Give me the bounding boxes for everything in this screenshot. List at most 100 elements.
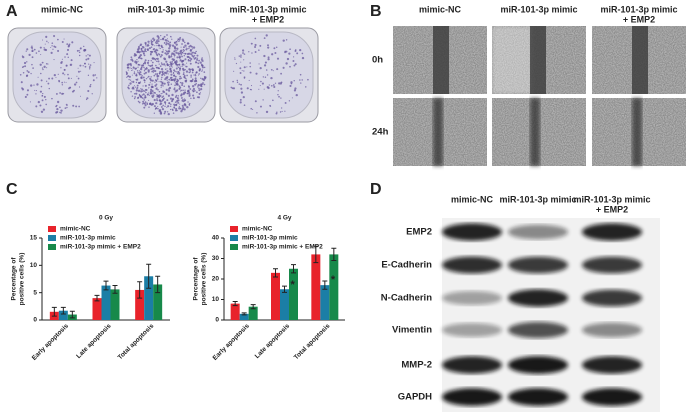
colony [65,81,67,83]
colony [91,93,93,95]
colony [197,65,200,69]
error-bar [103,280,109,291]
colony [183,50,185,52]
colony [167,52,170,55]
colony [43,65,46,68]
colony [144,50,147,53]
colony [280,81,283,84]
colony [92,79,95,82]
blot-band [582,256,642,274]
colony [88,54,91,57]
colony [243,53,246,55]
colony [144,84,147,87]
colony [162,85,164,87]
colony [191,78,194,81]
colony [133,97,136,100]
legend-swatch [48,244,56,250]
colony [198,59,200,62]
colony [87,89,90,93]
colony [168,78,171,81]
colony [76,75,78,77]
blot-band [442,290,502,306]
colony [162,49,164,51]
colony [181,96,183,99]
blot-band [508,224,568,240]
colony [263,88,265,90]
colony [175,82,179,85]
colony [267,58,270,61]
bar [101,285,111,320]
colony [171,108,173,111]
colony [160,35,162,37]
colony [145,45,147,47]
colony [151,96,154,98]
colony [147,40,150,43]
colony [127,66,130,69]
colony [30,72,32,75]
colony [189,59,192,62]
colony [267,56,270,59]
colony [163,82,166,85]
colony [88,63,90,65]
colony [170,44,172,46]
column-label: mimic-NC [451,194,494,204]
colony [173,74,176,77]
colony [148,83,151,86]
colony [161,82,164,85]
colony [150,46,153,48]
colony [65,103,68,106]
colony [40,54,42,56]
bar [230,303,240,320]
colony [131,67,133,70]
colony [276,68,279,71]
colony [158,44,160,47]
colony [249,62,251,64]
colony [176,72,179,75]
colony [198,73,201,75]
row-label: N-Cadherin [381,293,432,304]
chart-title: 4 Gy [277,215,291,222]
colony [174,49,176,51]
colony [19,74,22,76]
error-bar [273,268,278,278]
colony [186,62,188,64]
colony [162,47,164,49]
colony [47,63,49,65]
colony [58,79,60,82]
colony [159,48,161,50]
colony [178,77,181,80]
wound-gap [632,98,642,166]
colony [193,74,195,76]
colony [78,105,80,108]
colony [176,102,178,104]
colony [52,48,54,50]
colony [162,81,164,83]
y-tick-label: 10 [212,296,220,303]
colony [142,64,145,67]
colony [167,73,169,75]
colony [76,49,79,52]
colony [189,53,191,55]
colony [31,45,33,47]
colony [179,60,181,62]
colony [173,69,176,72]
colony [162,95,165,97]
colony [156,99,158,101]
colony [40,72,42,75]
colony [161,96,164,99]
colony [172,63,174,65]
colony [179,75,182,78]
colony [159,110,162,113]
colony [192,68,194,70]
colony [254,43,257,47]
colony [192,94,195,97]
colony [133,85,136,87]
colony [168,56,171,59]
colony [243,76,246,79]
colony [192,90,195,93]
colony [177,101,180,104]
colony [174,77,177,81]
colony [196,57,199,59]
colony [166,77,168,79]
colony [189,49,192,52]
